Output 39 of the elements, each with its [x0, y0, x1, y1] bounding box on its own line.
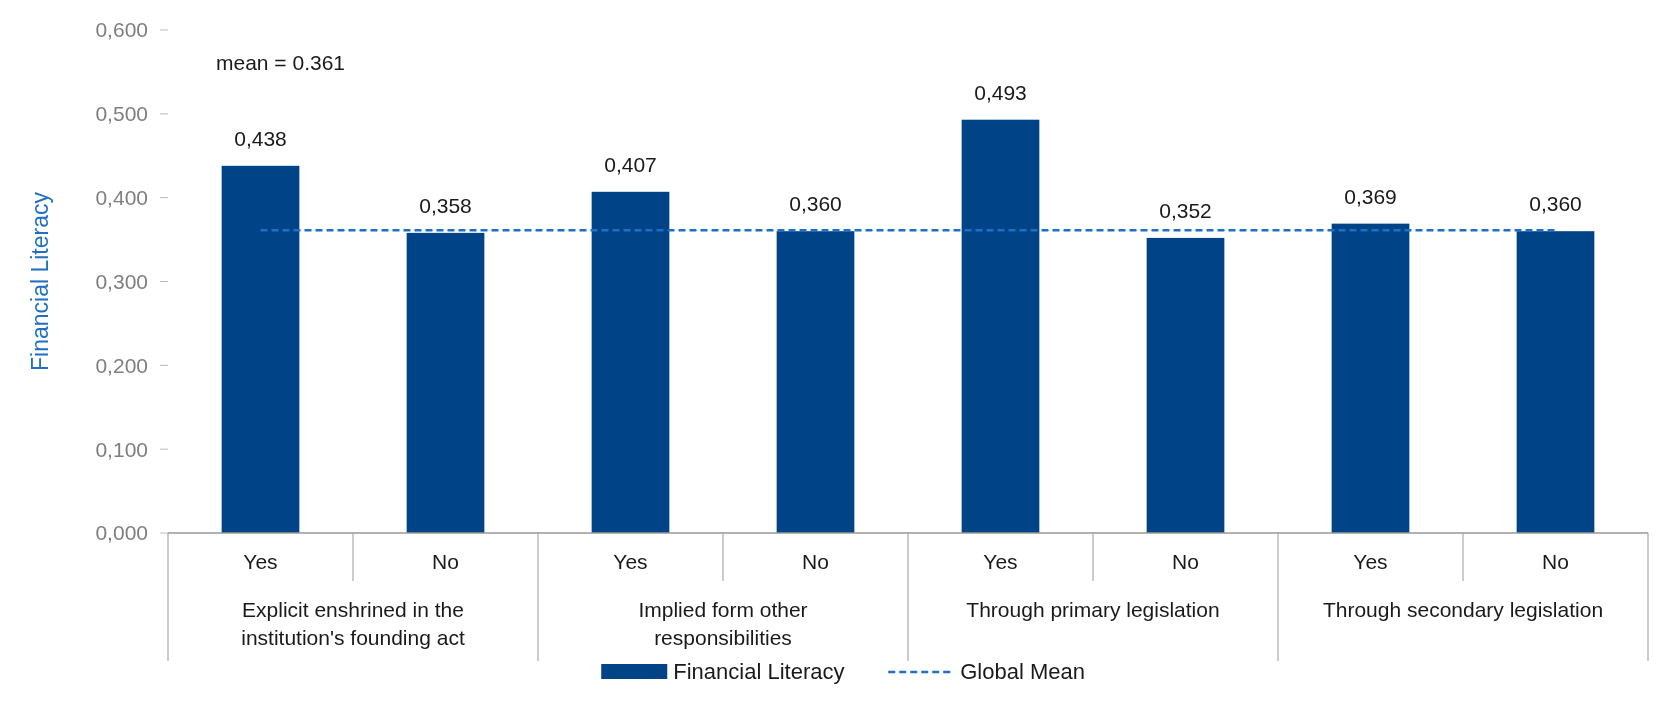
y-tick-label: 0,600 [95, 18, 148, 42]
x-tick-label: No [1542, 550, 1569, 573]
data-label: 0,369 [1344, 184, 1397, 208]
bar [1331, 223, 1410, 533]
bar [1516, 231, 1595, 533]
data-label: 0,438 [234, 126, 287, 150]
data-label: 0,352 [1159, 198, 1212, 222]
data-label: 0,360 [789, 192, 842, 216]
bar [776, 231, 855, 533]
text: Explicit enshrined in the institution's founding act [241, 598, 465, 649]
x-tick-label: No [432, 550, 459, 573]
x-tick-label: No [1172, 550, 1199, 573]
y-axis-title: Financial Literacy [27, 191, 53, 371]
legend-label: Global Mean [960, 659, 1085, 684]
bar [961, 119, 1040, 533]
text: Through primary legislation [966, 598, 1220, 621]
bar [591, 191, 670, 533]
text: Implied form other responsibilities [638, 598, 808, 649]
y-tick-label: 0,100 [95, 437, 148, 461]
y-tick-label: 0,300 [95, 269, 148, 293]
y-tick-label: 0,400 [95, 186, 148, 210]
legend-label: Financial Literacy [673, 659, 845, 684]
bar [406, 232, 485, 533]
x-tick-label: Yes [983, 550, 1018, 573]
bar [221, 165, 300, 533]
text: Through secondary legislation [1322, 598, 1604, 621]
data-label: 0,358 [419, 193, 472, 217]
x-tick-label: Yes [1353, 550, 1388, 573]
annotation: mean = 0.361 [216, 51, 346, 74]
data-label: 0,407 [604, 152, 657, 176]
y-tick-label: 0,200 [95, 353, 148, 377]
y-tick-label: 0,000 [95, 521, 148, 545]
x-tick-label: No [802, 550, 829, 573]
x-tick-label: Yes [613, 550, 648, 573]
bar [1146, 237, 1225, 533]
x-tick-label: Yes [243, 550, 278, 573]
y-tick-label: 0,500 [95, 102, 148, 126]
data-label: 0,493 [974, 80, 1027, 104]
data-label: 0,360 [1529, 192, 1582, 216]
